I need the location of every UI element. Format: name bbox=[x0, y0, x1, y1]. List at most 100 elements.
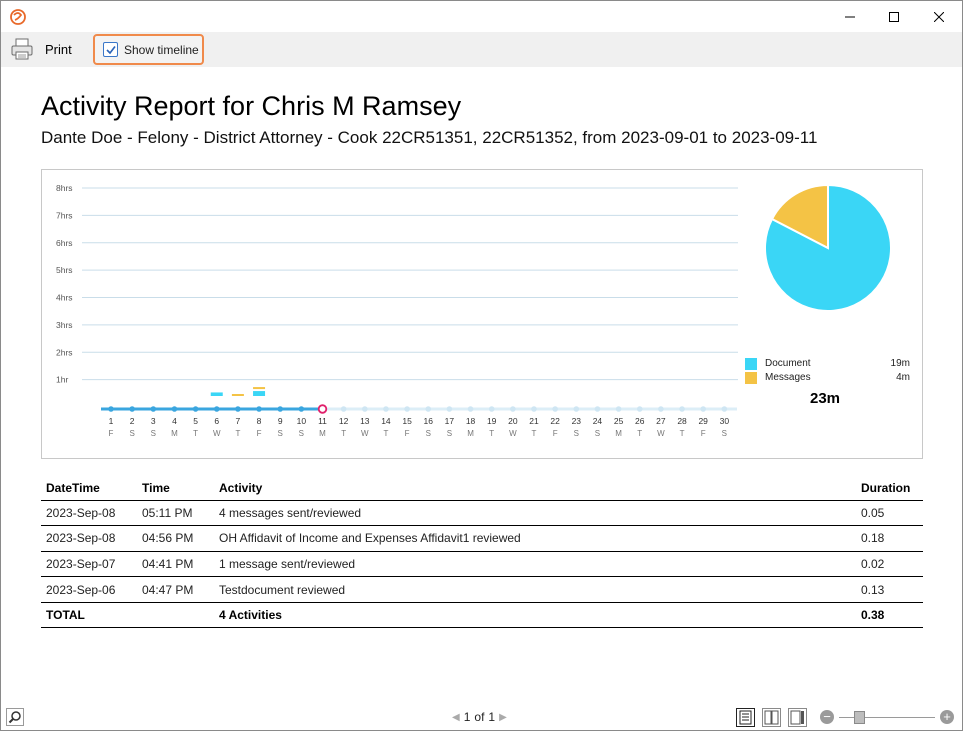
day-number-label: 8 bbox=[257, 416, 262, 426]
day-number-label: 5 bbox=[193, 416, 198, 426]
day-number-label: 3 bbox=[151, 416, 156, 426]
day-dot bbox=[404, 406, 410, 412]
day-dot bbox=[658, 406, 664, 412]
day-dot bbox=[615, 406, 622, 412]
y-tick-label: 5hrs bbox=[56, 265, 73, 275]
day-number-label: 20 bbox=[508, 416, 518, 426]
cell-duration: 0.13 bbox=[856, 576, 923, 603]
day-dot bbox=[298, 406, 305, 412]
day-number-label: 9 bbox=[278, 416, 283, 426]
print-button[interactable]: Print bbox=[9, 35, 72, 63]
cell-duration: 0.02 bbox=[856, 551, 923, 578]
checkbox-checked-icon[interactable] bbox=[103, 42, 118, 57]
two-page-view-button[interactable] bbox=[762, 708, 781, 727]
weekday-label: F bbox=[405, 429, 410, 438]
day-number-label: 25 bbox=[614, 416, 624, 426]
day-number-label: 28 bbox=[677, 416, 687, 426]
weekday-label: S bbox=[595, 429, 600, 438]
day-number-label: 30 bbox=[720, 416, 730, 426]
minimize-button[interactable] bbox=[827, 1, 873, 32]
day-dot bbox=[340, 406, 347, 412]
legend-value: 19m bbox=[890, 358, 910, 369]
day-number-label: 12 bbox=[339, 416, 349, 426]
weekday-label: W bbox=[361, 429, 369, 438]
day-dot bbox=[129, 406, 135, 412]
cell-activity: Testdocument reviewed bbox=[214, 576, 856, 603]
table-row: 2023-Sep-08 05:11 PM 4 messages sent/rev… bbox=[41, 500, 923, 527]
table-row: 2023-Sep-07 04:41 PM 1 message sent/revi… bbox=[41, 551, 923, 578]
previous-page-icon[interactable]: ◀ bbox=[452, 711, 460, 723]
toolbar: Print Show timeline bbox=[1, 32, 962, 67]
day-number-label: 16 bbox=[424, 416, 434, 426]
day-number-label: 10 bbox=[297, 416, 307, 426]
day-number-label: 17 bbox=[445, 416, 455, 426]
weekday-label: F bbox=[553, 429, 558, 438]
cell-duration: 0.18 bbox=[856, 525, 923, 552]
day-dot bbox=[679, 406, 685, 412]
day-number-label: 15 bbox=[402, 416, 412, 426]
day-number-label: 18 bbox=[466, 416, 476, 426]
day-number-label: 2 bbox=[130, 416, 135, 426]
activity-table: DateTime Time Activity Duration 2023-Sep… bbox=[41, 476, 923, 629]
cell-time: 04:41 PM bbox=[137, 551, 214, 578]
day-number-label: 6 bbox=[214, 416, 219, 426]
search-icon bbox=[8, 711, 21, 724]
zoom-slider-thumb[interactable] bbox=[854, 711, 865, 724]
maximize-button[interactable] bbox=[871, 1, 917, 32]
cell-activity: OH Affidavit of Income and Expenses Affi… bbox=[214, 525, 856, 552]
weekday-label: T bbox=[193, 429, 198, 438]
show-timeline-checkbox[interactable]: Show timeline bbox=[93, 34, 204, 65]
continuous-view-button[interactable] bbox=[788, 708, 807, 727]
column-header-datetime: DateTime bbox=[41, 476, 137, 501]
day-number-label: 4 bbox=[172, 416, 177, 426]
day-dot bbox=[510, 406, 516, 412]
close-icon bbox=[934, 11, 944, 22]
cell-activity: 1 message sent/reviewed bbox=[214, 551, 856, 578]
day-dot bbox=[573, 406, 580, 412]
day-number-label: 24 bbox=[593, 416, 603, 426]
legend-label: Document bbox=[765, 358, 811, 369]
weekday-label: T bbox=[489, 429, 494, 438]
column-header-duration: Duration bbox=[856, 476, 923, 501]
weekday-label: W bbox=[657, 429, 665, 438]
cell-time: 05:11 PM bbox=[137, 500, 214, 527]
cell-date: 2023-Sep-07 bbox=[41, 551, 137, 578]
zoom-slider-track[interactable] bbox=[839, 717, 935, 718]
weekday-label: T bbox=[680, 429, 685, 438]
y-tick-label: 6hrs bbox=[56, 238, 73, 248]
zoom-in-button[interactable]: + bbox=[940, 710, 954, 724]
day-dot bbox=[425, 406, 432, 412]
y-tick-label: 2hrs bbox=[56, 347, 73, 357]
weekday-label: S bbox=[129, 429, 134, 438]
title-bar bbox=[1, 1, 962, 32]
day-dot bbox=[531, 406, 537, 412]
next-page-icon[interactable]: ▶ bbox=[499, 711, 507, 723]
day-dot bbox=[192, 406, 199, 412]
cell-date: 2023-Sep-08 bbox=[41, 525, 137, 552]
weekday-label: T bbox=[532, 429, 537, 438]
close-button[interactable] bbox=[916, 1, 962, 32]
chart-panel: 8hrs 7hrs 6hrs 5hrs 4hrs 3hrs 2hrs 1hr 1 F 2 S 3 S 4 M 5… bbox=[41, 169, 923, 459]
table-row: 2023-Sep-06 04:47 PM Testdocument review… bbox=[41, 576, 923, 603]
day-dot bbox=[488, 406, 495, 412]
day-dot bbox=[721, 406, 728, 412]
day-dot bbox=[362, 406, 368, 412]
day-dot bbox=[446, 406, 453, 412]
search-button[interactable] bbox=[6, 708, 24, 726]
day-number-label: 14 bbox=[381, 416, 391, 426]
weekday-label: T bbox=[384, 429, 389, 438]
legend-swatch-document bbox=[745, 358, 757, 370]
day-dot bbox=[594, 406, 601, 412]
activity-bar-messages bbox=[253, 387, 266, 390]
single-page-view-button[interactable] bbox=[736, 708, 755, 727]
y-tick-label: 7hrs bbox=[56, 210, 73, 220]
legend-swatch-messages bbox=[745, 372, 757, 384]
printer-icon bbox=[11, 38, 33, 60]
zoom-out-button[interactable]: − bbox=[820, 710, 834, 724]
weekday-label: S bbox=[278, 429, 283, 438]
maximize-icon bbox=[889, 11, 899, 22]
cell-date: 2023-Sep-08 bbox=[41, 500, 137, 527]
y-tick-label: 4hrs bbox=[56, 293, 73, 303]
report-subtitle: Dante Doe - Felony - District Attorney -… bbox=[41, 128, 818, 147]
